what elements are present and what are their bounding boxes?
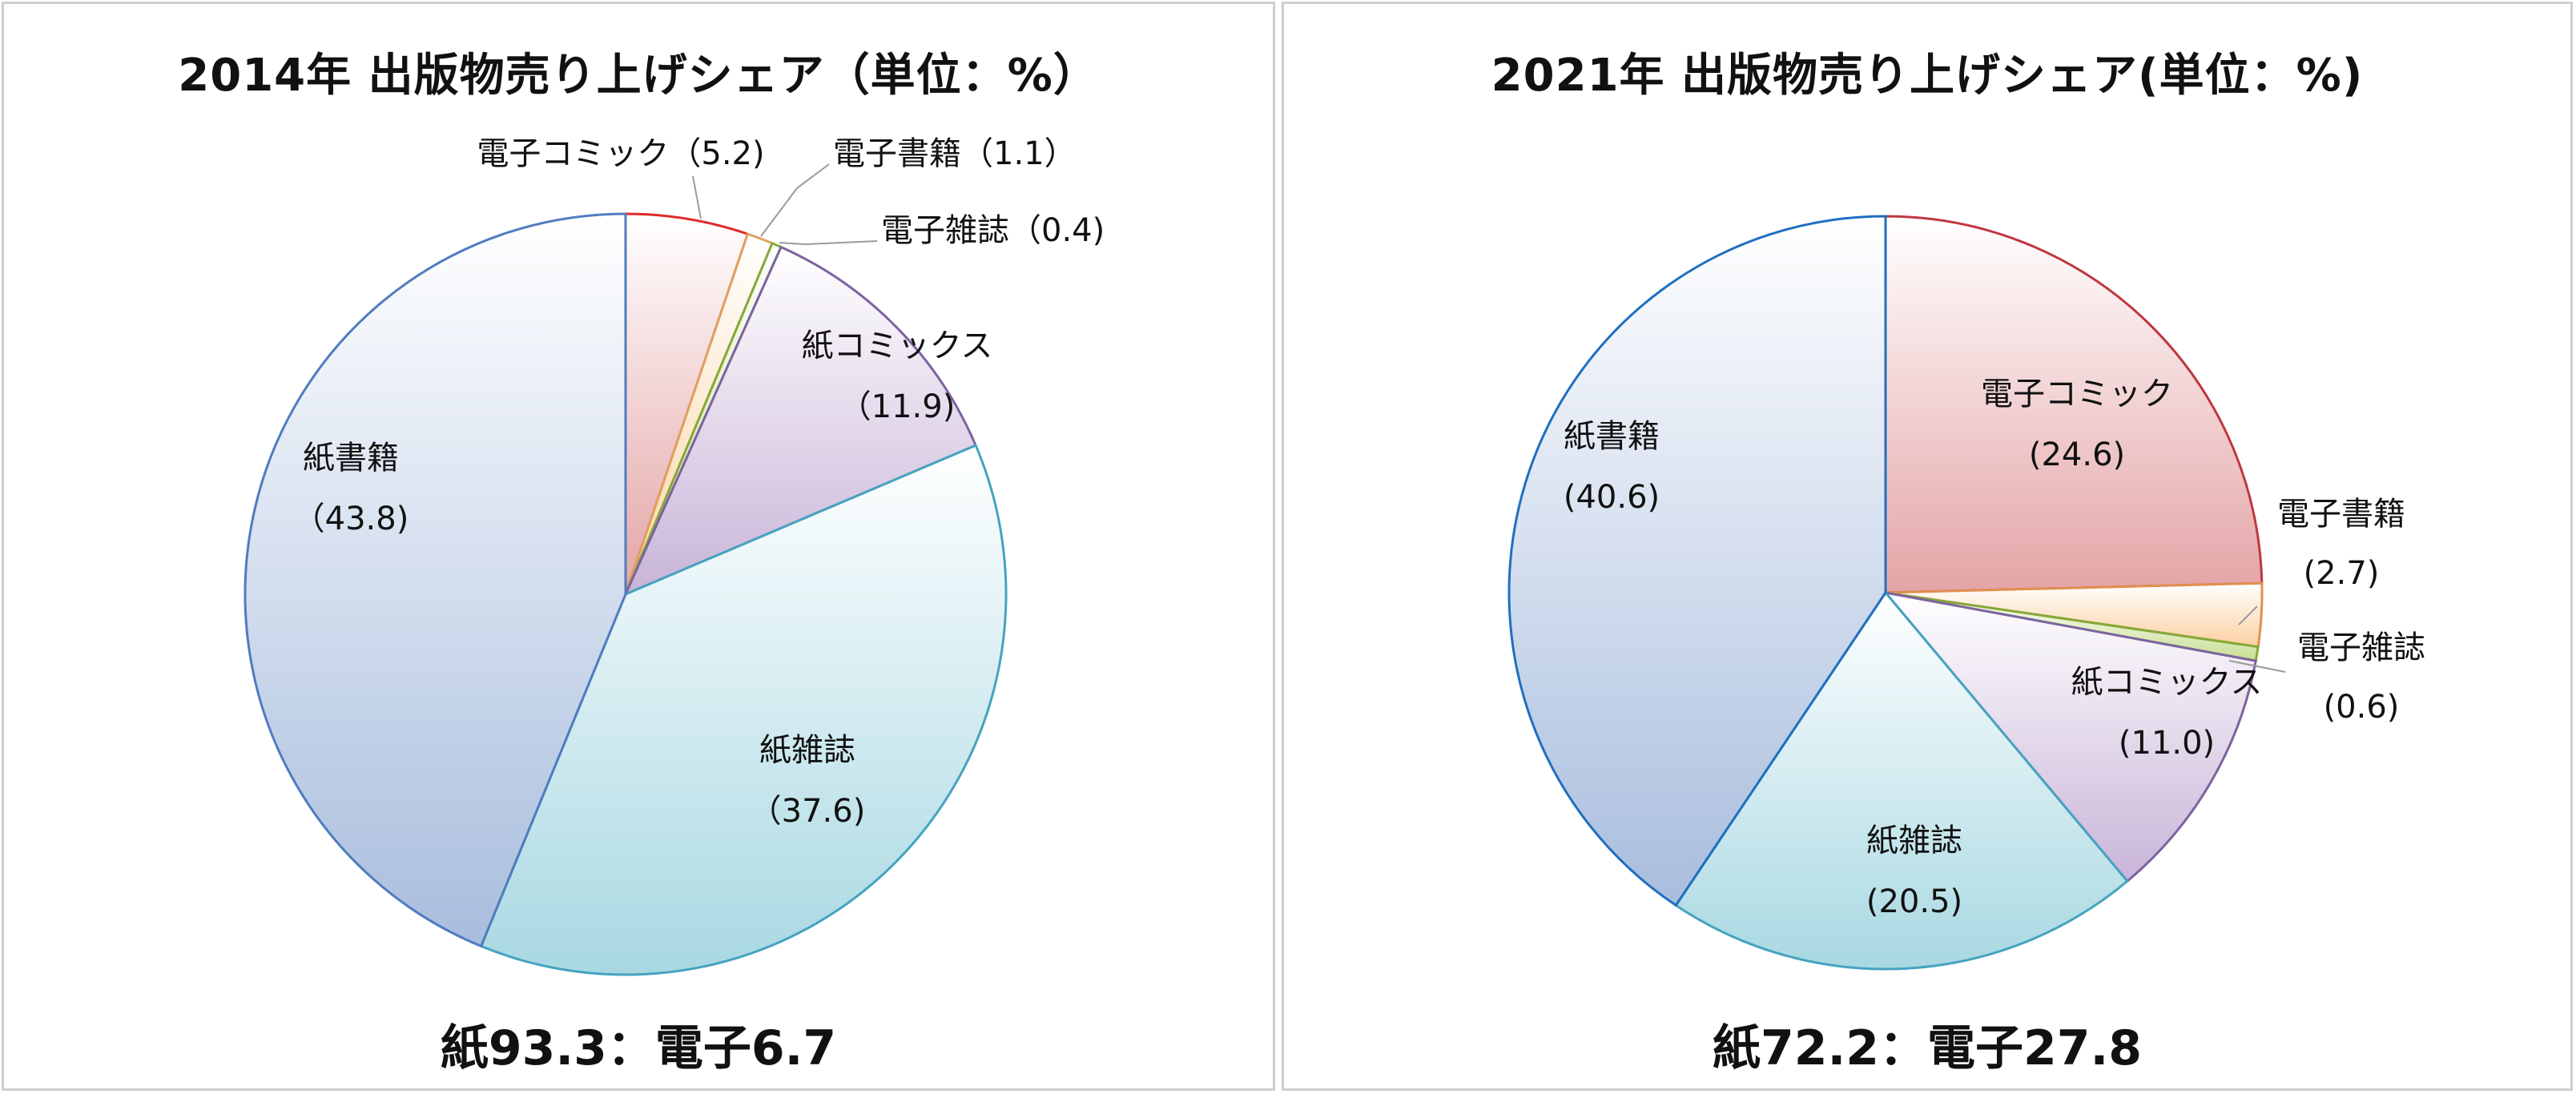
pie-slice (244, 212, 627, 948)
slice-label-value: (20.5) (1866, 883, 1962, 920)
slice-label: 電子雑誌（0.4) (881, 212, 1105, 249)
pie-slice (1507, 215, 1887, 907)
pie-chart-2021: 電子コミック (24.6) 電子書籍 (2.7) 電子雑誌 (0.6) 紙コミックス (11.… (1507, 215, 2425, 971)
leader-line (2228, 660, 2286, 673)
chart-title: 2014年 出版物売り上げシェア（単位：%） (178, 50, 1099, 102)
summary-text: 紙72.2：電子27.8 (1712, 1020, 2143, 1076)
slice-label-value: (24.6) (2029, 436, 2125, 473)
pie-slice (623, 245, 978, 597)
pie-chart-2014: 電子コミック（5.2) 電子書籍（1.1） 電子雑誌（0.4) 紙コミックス （11.9… (244, 135, 1105, 976)
leader-line (692, 175, 702, 219)
pie-slice (624, 212, 750, 595)
slice-label-value: （11.9) (839, 388, 956, 425)
pie-slice (1882, 590, 2257, 883)
leader-line (779, 240, 878, 246)
summary-text: 紙93.3：電子6.7 (440, 1020, 837, 1076)
chart-title: 2021年 出版物売り上げシェア(単位：%) (1491, 50, 2364, 102)
slice-label-value: (40.6) (1564, 479, 1660, 516)
slice-label-name: 紙コミックス (802, 328, 993, 364)
slice-label-name: 電子雑誌 (2297, 629, 2425, 666)
slice-label: 電子書籍（1.1） (833, 135, 1077, 172)
slice-label-name: 紙雑誌 (1866, 823, 1962, 859)
slice-label-value: （37.6) (750, 793, 866, 830)
slice-label-value: (0.6) (2324, 689, 2400, 726)
pie-slice (1674, 590, 2129, 971)
slice-label-name: 電子書籍 (2277, 496, 2405, 533)
slice-label-name: 紙コミックス (2071, 664, 2263, 701)
slice-label: 電子コミック（5.2) (477, 135, 764, 172)
leader-line (2238, 605, 2258, 625)
pie-slice (479, 444, 1008, 976)
leader-line (760, 163, 830, 237)
slice-label-value: (2.7) (2304, 555, 2380, 592)
slice-label-name: 紙書籍 (303, 440, 399, 477)
slice-label-name: 紙雑誌 (759, 732, 855, 769)
pie-slice (1884, 215, 2264, 594)
slice-label-name: 紙書籍 (1564, 418, 1660, 455)
slice-label-name: 電子コミック (1981, 376, 2173, 412)
chart-panel-2014: 2014年 出版物売り上げシェア（単位：%） 電子コミック（5.2) 電子書籍（1… (2, 2, 1275, 1091)
slice-label-value: （43.8) (293, 501, 409, 537)
chart-panel-2021: 2021年 出版物売り上げシェア(単位：%) 電子コミック (24.6) 電子書籍 (… (1282, 2, 2573, 1091)
slice-label-value: (11.0) (2119, 725, 2215, 762)
